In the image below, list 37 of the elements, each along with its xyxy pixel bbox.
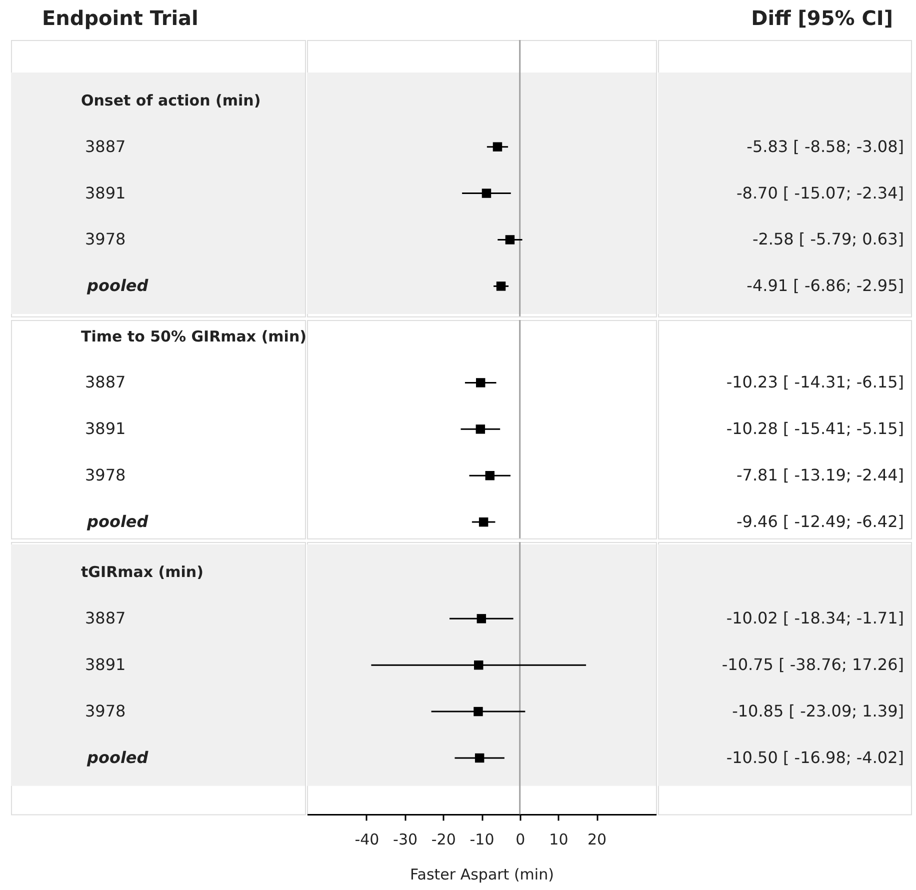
y-tick-label: 3978 [85, 466, 126, 485]
data-label: -10.23 [ -14.31; -6.15] [726, 372, 904, 392]
data-label: -10.85 [ -23.09; 1.39] [732, 702, 904, 721]
x-tick-label: 0 [516, 830, 526, 849]
y-tick-label: 3891 [85, 183, 126, 202]
y-tick-label: pooled [86, 748, 149, 767]
data-label: -8.70 [ -15.07; -2.34] [736, 183, 904, 202]
data-label: -10.75 [ -38.76; 17.26] [722, 655, 904, 674]
x-tick-label: 10 [549, 830, 568, 849]
x-axis-title: Faster Aspart (min) [410, 866, 554, 884]
y-tick-label: pooled [86, 276, 149, 296]
data-label: -2.58 [ -5.79; 0.63] [752, 230, 904, 249]
y-tick-label: 3887 [85, 372, 126, 392]
y-tick-label: 3978 [85, 702, 126, 721]
x-tick-label: -10 [470, 830, 494, 849]
y-tick-label: 3891 [85, 655, 126, 674]
y-tick-label: 3978 [85, 230, 126, 249]
x-tick-label: -40 [354, 830, 380, 849]
x-tick-label: -30 [393, 830, 418, 849]
data-label: -10.02 [ -18.34; -1.71] [726, 608, 904, 628]
data-label: -7.81 [ -13.19; -2.44] [736, 466, 904, 485]
text: Diff [95% CI] [751, 6, 893, 30]
y-axis-title: Endpoint Trial [42, 6, 198, 30]
y-tick-label: 3887 [85, 136, 126, 156]
y-tick-label: tGIRmax (min) [81, 563, 204, 582]
y-tick-label: pooled [86, 512, 149, 532]
data-label: -10.28 [ -15.41; -5.15] [726, 419, 904, 438]
x-tick-label: -20 [431, 830, 456, 849]
y-tick-label: 3891 [85, 419, 126, 438]
x-tick-label: 20 [588, 830, 607, 849]
y-tick-label: Onset of action (min) [81, 91, 261, 110]
data-label: -5.83 [ -8.58; -3.08] [746, 136, 904, 156]
data-label: -10.50 [ -16.98; -4.02] [726, 748, 904, 767]
data-label: -9.46 [ -12.49; -6.42] [736, 512, 904, 532]
y-tick-label: Time to 50% GIRmax (min) [81, 327, 306, 346]
data-label: -4.91 [ -6.86; -2.95] [746, 276, 904, 296]
y-tick-label: 3887 [85, 608, 126, 628]
